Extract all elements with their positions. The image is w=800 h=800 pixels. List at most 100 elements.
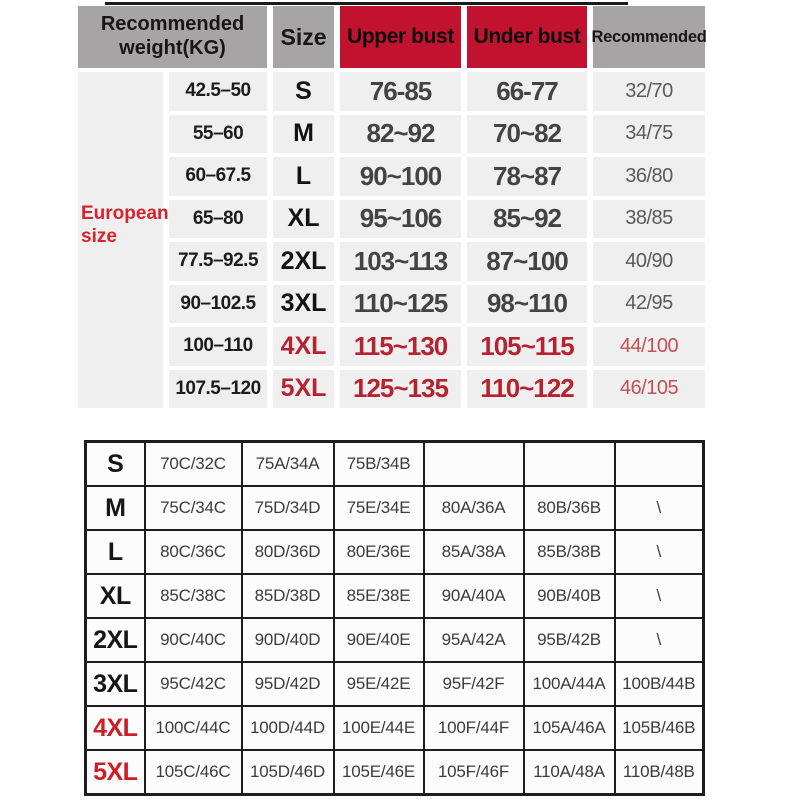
- cup-cell: 110B/48B: [613, 749, 705, 796]
- upper-bust-cell: 82~92: [340, 114, 461, 153]
- cup-cell: 75E/34E: [332, 485, 425, 531]
- recommended-cell: 44/100: [593, 327, 705, 366]
- cup-cell: 90A/40A: [422, 573, 525, 619]
- cup-cell: 100D/44D: [240, 705, 335, 751]
- size-cell: 4XL: [273, 327, 334, 366]
- under-bust-cell: 70~82: [467, 114, 587, 153]
- upper-bust-cell: 125~135: [340, 369, 461, 408]
- cup-cell: 85E/38E: [332, 573, 425, 619]
- recommended-cell: 38/85: [593, 199, 705, 238]
- weight-cell: 42.5–50: [169, 72, 267, 111]
- size-cell: 3XL: [84, 661, 146, 707]
- cup-cell: [522, 440, 616, 487]
- under-bust-cell: 66-77: [467, 72, 587, 111]
- cup-cell: 105E/46E: [332, 749, 425, 796]
- size-cell: S: [273, 72, 334, 111]
- upper-bust-cell: 103~113: [340, 242, 461, 281]
- size-cell: S: [84, 440, 146, 487]
- size-cell: 4XL: [84, 705, 146, 751]
- cup-cell: 80E/36E: [332, 529, 425, 575]
- cup-cell: 80D/36D: [240, 529, 335, 575]
- size-cell: L: [84, 529, 146, 575]
- cup-cell: 95D/42D: [240, 661, 335, 707]
- upper-bust-cell: 95~106: [340, 199, 461, 238]
- cup-cell: [613, 440, 705, 487]
- cup-cell: 90C/40C: [143, 617, 243, 663]
- under-bust-cell: 98~110: [467, 284, 587, 323]
- cup-cell: 105D/46D: [240, 749, 335, 796]
- table-row: 2XL 90C/40C 90D/40D 90E/40E 95A/42A 95B/…: [84, 617, 705, 663]
- cup-cell: 100E/44E: [332, 705, 425, 751]
- cup-cell: 70C/32C: [143, 440, 243, 487]
- cup-cell: 105F/46F: [422, 749, 525, 796]
- cup-cell: \: [613, 529, 705, 575]
- cup-cell: 95C/42C: [143, 661, 243, 707]
- weight-cell: 65–80: [169, 199, 267, 238]
- cup-cell: 85A/38A: [422, 529, 525, 575]
- cup-cell: 100F/44F: [422, 705, 525, 751]
- cup-cell: \: [613, 485, 705, 531]
- recommended-cell: 36/80: [593, 157, 705, 196]
- cup-cell: 105C/46C: [143, 749, 243, 796]
- european-size-label: European size: [81, 203, 169, 248]
- cup-cell: 105B/46B: [613, 705, 705, 751]
- under-bust-cell: 105~115: [467, 327, 587, 366]
- recommended-cell: 40/90: [593, 242, 705, 281]
- cup-size-conversion-table: S 70C/32C 75A/34A 75B/34B M 75C/34C 75D/…: [84, 440, 705, 796]
- header-size: Size: [273, 6, 334, 68]
- weight-cell: 55–60: [169, 114, 267, 153]
- european-size-cell: European size: [78, 72, 169, 408]
- cup-cell: 85B/38B: [522, 529, 616, 575]
- cup-cell: 75C/34C: [143, 485, 243, 531]
- cup-cell: 90B/40B: [522, 573, 616, 619]
- under-bust-cell: 78~87: [467, 157, 587, 196]
- size-cell: 5XL: [273, 369, 334, 408]
- cup-cell: 90D/40D: [240, 617, 335, 663]
- cup-cell: 85C/38C: [143, 573, 243, 619]
- recommended-cell: 32/70: [593, 72, 705, 111]
- weight-cell: 90–102.5: [169, 284, 267, 323]
- table-row: M 75C/34C 75D/34D 75E/34E 80A/36A 80B/36…: [84, 485, 705, 531]
- cup-cell: 110A/48A: [522, 749, 616, 796]
- weight-cell: 77.5–92.5: [169, 242, 267, 281]
- cup-cell: 80C/36C: [143, 529, 243, 575]
- size-cell: 5XL: [84, 749, 146, 796]
- recommended-cell: 34/75: [593, 114, 705, 153]
- upper-bust-cell: 90~100: [340, 157, 461, 196]
- table-row: 5XL 105C/46C 105D/46D 105E/46E 105F/46F …: [84, 749, 705, 796]
- size-cell: L: [273, 157, 334, 196]
- recommended-cell: 46/105: [593, 369, 705, 408]
- under-bust-cell: 110~122: [467, 369, 587, 408]
- size-cell: 2XL: [84, 617, 146, 663]
- table-row: L 80C/36C 80D/36D 80E/36E 85A/38A 85B/38…: [84, 529, 705, 575]
- cup-cell: 95F/42F: [422, 661, 525, 707]
- cup-cell: 75A/34A: [240, 440, 335, 487]
- top-rule: [105, 2, 628, 5]
- cup-cell: 75B/34B: [332, 440, 425, 487]
- size-cell: M: [273, 114, 334, 153]
- under-bust-cell: 85~92: [467, 199, 587, 238]
- upper-bust-cell: 115~130: [340, 327, 461, 366]
- size-cell: XL: [273, 199, 334, 238]
- weight-cell: 107.5–120: [169, 369, 267, 408]
- size-cell: XL: [84, 573, 146, 619]
- cup-cell: 95E/42E: [332, 661, 425, 707]
- header-recommended: Recommended: [592, 6, 707, 68]
- weight-cell: 60–67.5: [169, 157, 267, 196]
- under-bust-cell: 87~100: [467, 242, 587, 281]
- cup-cell: [422, 440, 525, 487]
- cup-cell: 90E/40E: [332, 617, 425, 663]
- cup-cell: 95A/42A: [422, 617, 525, 663]
- cup-cell: 85D/38D: [240, 573, 335, 619]
- upper-bust-cell: 76-85: [340, 72, 461, 111]
- table-row: XL 85C/38C 85D/38D 85E/38E 90A/40A 90B/4…: [84, 573, 705, 619]
- header-recommended-weight: Recommended weight(KG): [78, 6, 267, 68]
- cup-cell: \: [613, 617, 705, 663]
- size-cell: 3XL: [273, 284, 334, 323]
- cup-cell: 80B/36B: [522, 485, 616, 531]
- table-row: 4XL 100C/44C 100D/44D 100E/44E 100F/44F …: [84, 705, 705, 751]
- header-under-bust: Under bust: [467, 6, 587, 68]
- cup-cell: 100B/44B: [613, 661, 705, 707]
- cup-cell: 95B/42B: [522, 617, 616, 663]
